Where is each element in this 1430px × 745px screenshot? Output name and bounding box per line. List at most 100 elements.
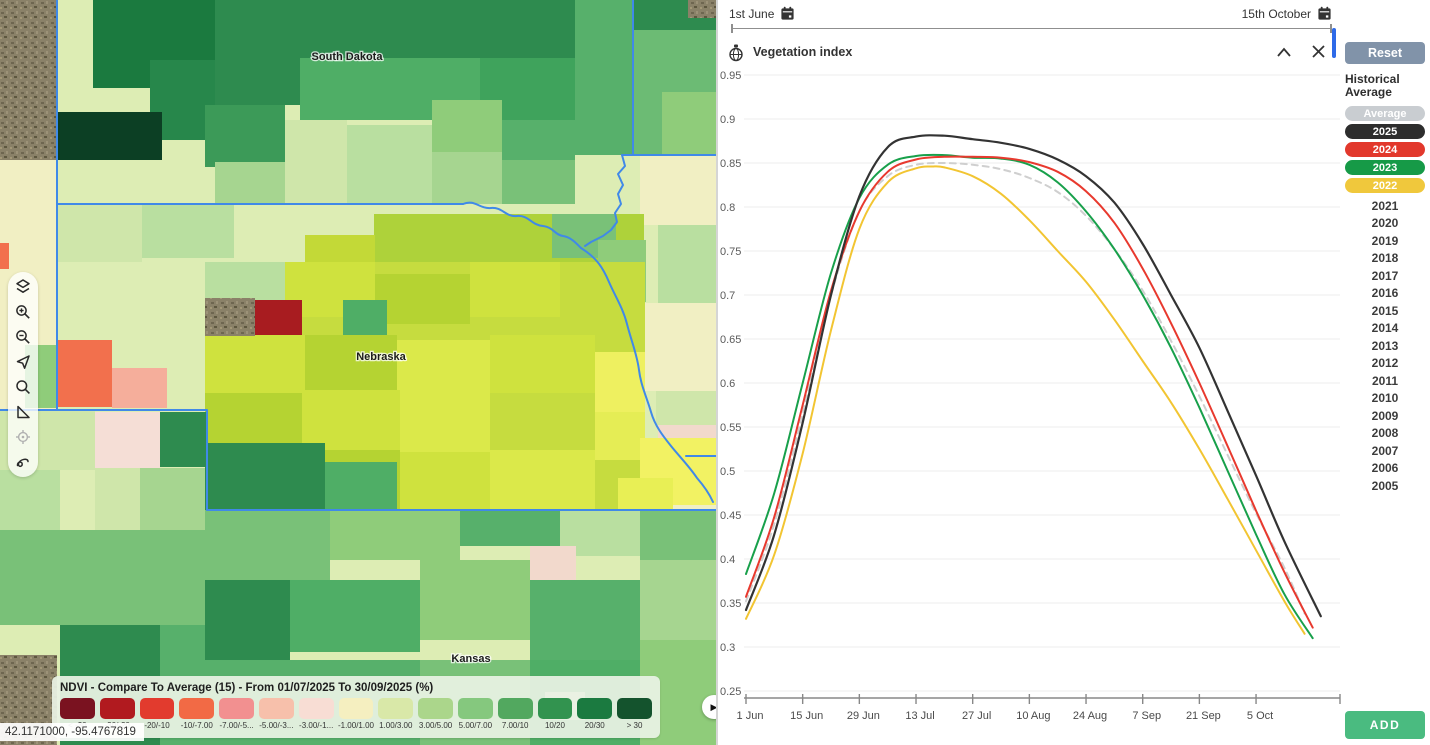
x-axis-tick-label: 13 Jul [905,710,934,722]
date-range-slider[interactable] [731,24,1332,33]
legend-swatch [577,698,613,719]
year-item-2007[interactable]: 2007 [1371,443,1399,458]
year-item-2010[interactable]: 2010 [1371,391,1399,406]
legend-class: -3.00/-1... [298,698,334,730]
date-range-bar: 1st June 15th October [718,0,1336,40]
series-line-2025 [744,134,1322,618]
slider-end-handle[interactable] [1330,24,1332,33]
legend-class: 1.00/3.00 [378,698,414,730]
year-item-2009[interactable]: 2009 [1371,408,1399,423]
y-axis-tick-label: 0.75 [720,246,741,258]
y-axis-tick-label: 0.35 [720,598,741,610]
calendar-icon[interactable] [1317,6,1332,21]
legend-class-label: -3.00/-1... [299,721,334,730]
layers-icon[interactable] [14,278,32,296]
y-axis-tick-label: 0.65 [720,334,741,346]
legend-class: -5.00/-3... [258,698,294,730]
year-pill-average[interactable]: Average [1345,106,1425,121]
series-line-2024 [745,155,1314,629]
chart-panel: 0.95 0.9 0.85 0.8 0.75 0.7 0.65 0.6 0.55 0.5 0.45 0… [718,0,1430,745]
calendar-icon[interactable] [780,6,795,21]
legend-swatch [179,698,215,719]
year-item-2016[interactable]: 2016 [1371,286,1399,301]
chevron-up-icon[interactable] [1276,46,1292,60]
legend-class: -7.00/-5... [219,698,254,730]
x-axis-tick-label: 27 Jul [962,710,991,722]
year-pill-2025[interactable]: 2025 [1345,124,1425,139]
map-toolbar [8,272,38,477]
year-item-2012[interactable]: 2012 [1371,356,1399,371]
legend-swatch [457,698,493,719]
panel-divider [716,0,718,745]
legend-swatch [418,698,453,719]
start-date-label: 1st June [729,6,775,21]
y-axis-tick-label: 0.25 [720,686,741,698]
legend-swatch [617,698,652,719]
end-date-control[interactable]: 15th October [1242,6,1332,21]
legend-class-label: 10/20 [544,721,565,730]
slider-start-handle[interactable] [731,24,733,33]
legend-class: 20/30 [577,698,613,730]
year-item-2017[interactable]: 2017 [1371,268,1399,283]
year-item-2018[interactable]: 2018 [1371,251,1399,266]
year-item-2021[interactable]: 2021 [1371,198,1399,213]
legend-class: -20/-10 [139,698,175,730]
map-panel[interactable]: South Dakota Nebraska Kansas [0,0,716,745]
legend-swatch [60,698,95,719]
map-label: Nebraska [356,351,406,363]
year-item-2013[interactable]: 2013 [1371,338,1399,353]
series-line-2023 [745,153,1314,640]
x-axis-tick-label: 15 Jun [790,710,823,722]
year-pill-2023[interactable]: 2023 [1345,160,1425,175]
legend-class: -1.00/1.00 [338,698,374,730]
legend-class: -10/-7.00 [179,698,215,730]
x-axis-tick-label: 29 Jun [847,710,880,722]
ndvi-choropleth-map[interactable]: South Dakota Nebraska Kansas [0,0,716,745]
navigate-arrow-icon[interactable] [14,353,32,371]
year-item-2020[interactable]: 2020 [1371,216,1399,231]
search-icon[interactable] [14,378,32,396]
legend-swatch [338,698,374,719]
year-item-2005[interactable]: 2005 [1371,478,1399,493]
scrollbar-thumb[interactable] [1332,28,1336,58]
year-item-2014[interactable]: 2014 [1371,321,1399,336]
series-line-average [745,161,1306,615]
freehand-draw-icon[interactable] [14,453,32,471]
x-axis-tick-label: 1 Jun [737,710,764,722]
year-item-2015[interactable]: 2015 [1371,303,1399,318]
historical-average-heading: Historical Average [1345,72,1400,99]
ndvi-legend-swatches: < -30-30/-20-20/-10-10/-7.00-7.00/-5...-… [60,698,652,730]
locate-target-icon[interactable] [14,428,32,446]
year-item-2011[interactable]: 2011 [1371,373,1399,388]
x-axis-tick-label: 7 Sep [1132,710,1161,722]
chart-card-header: Vegetation index [718,42,1340,66]
zoom-in-icon[interactable] [14,303,32,321]
measure-angle-icon[interactable] [14,403,32,421]
legend-class: 3.00/5.00 [418,698,453,730]
year-item-2008[interactable]: 2008 [1371,426,1399,441]
year-pill-2024[interactable]: 2024 [1345,142,1425,157]
ndvi-legend: NDVI - Compare To Average (15) - From 01… [52,676,660,738]
reset-button[interactable]: Reset [1345,42,1425,64]
legend-class-label: -10/-7.00 [180,721,213,730]
map-label: Kansas [451,653,490,665]
zoom-out-icon[interactable] [14,328,32,346]
end-date-label: 15th October [1241,6,1311,21]
legend-swatch [219,698,254,719]
y-axis-tick-label: 0.95 [720,70,741,82]
add-button[interactable]: ADD [1345,711,1425,739]
year-item-2019[interactable]: 2019 [1371,233,1399,248]
panel-collapse-handle[interactable]: ▶ [702,695,716,719]
map-label: South Dakota [312,51,384,63]
start-date-control[interactable]: 1st June [729,6,795,21]
y-axis-tick-label: 0.7 [720,290,735,302]
y-axis-tick-label: 0.45 [720,510,741,522]
year-item-2006[interactable]: 2006 [1371,461,1399,476]
y-axis-tick-label: 0.85 [720,158,741,170]
legend-class-label: 7.00/10 [501,721,529,730]
year-pill-2022[interactable]: 2022 [1345,178,1425,193]
y-axis-tick-label: 0.6 [720,378,735,390]
legend-swatch [537,698,573,719]
close-icon[interactable] [1311,44,1326,59]
legend-class: > 30 [617,698,652,730]
